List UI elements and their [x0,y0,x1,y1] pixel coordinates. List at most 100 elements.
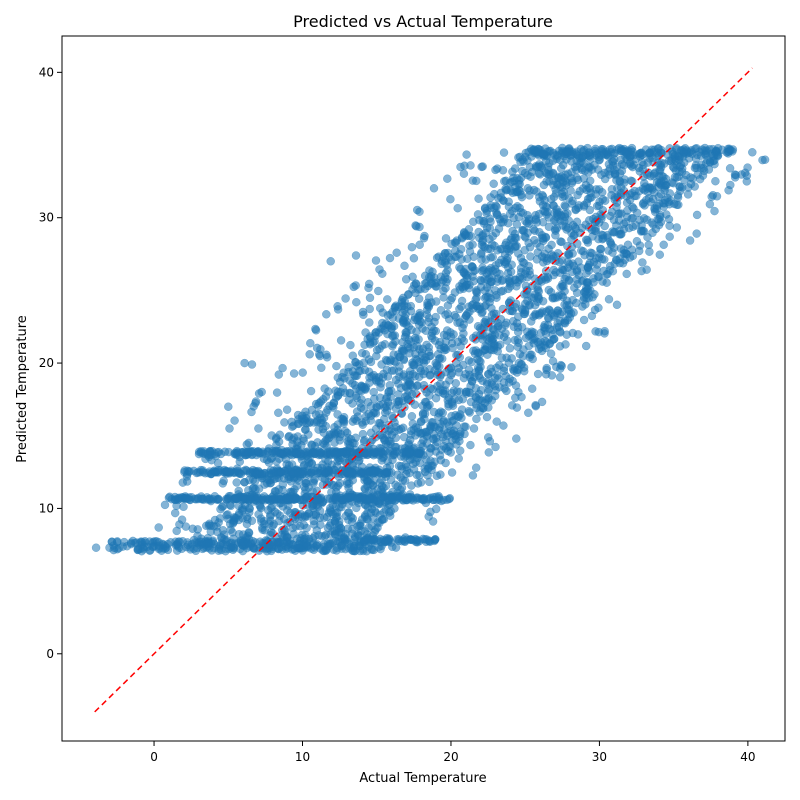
data-point [404,447,414,457]
scatter-points [91,143,770,556]
data-point [356,469,365,479]
data-point [692,229,701,238]
x-tick-label: 0 [150,750,158,764]
data-point [452,252,461,262]
data-point [332,449,341,459]
data-point [543,207,552,217]
data-point [280,418,289,427]
data-point [579,315,589,325]
data-point [645,183,655,192]
data-point [443,248,453,258]
data-point [730,173,740,182]
data-point [330,438,339,447]
data-point [566,186,575,195]
data-point [294,540,303,549]
data-point [593,272,603,281]
data-point [594,234,603,244]
data-point [492,202,501,211]
data-point [483,292,493,302]
data-point [311,324,320,334]
data-point [659,240,668,250]
data-point [225,468,235,477]
data-point [307,440,316,449]
data-point [353,494,362,503]
data-point [236,538,246,548]
data-point [512,434,521,443]
data-point [679,148,688,157]
data-point [434,252,443,261]
data-point [326,530,335,539]
data-point [341,511,351,521]
data-point [321,408,331,417]
data-point [376,383,385,392]
data-point [514,358,524,368]
data-point [330,517,340,526]
data-point [577,246,586,255]
x-axis-label: Actual Temperature [359,771,486,786]
data-point [622,269,631,279]
data-point [525,243,535,252]
data-point [485,223,495,233]
data-point [483,377,492,387]
data-point [383,295,392,304]
data-point [527,384,537,393]
x-axis-ticks: 0 10 20 30 40 [150,741,756,764]
data-point [705,199,715,209]
data-point [611,169,620,179]
data-point [299,520,309,530]
y-tick-label: 0 [46,647,54,661]
data-point [495,331,504,340]
data-point [380,435,389,444]
data-point [407,242,417,252]
data-point [154,523,163,532]
data-point [322,310,331,319]
data-point [274,538,284,547]
data-point [568,220,578,230]
data-point [394,425,404,435]
data-point [600,326,609,336]
data-point [441,234,451,243]
data-point [484,267,493,277]
data-point [365,293,375,303]
data-point [584,151,593,161]
data-point [643,232,652,242]
data-point [436,379,445,389]
data-point [483,387,493,397]
data-point [432,282,441,291]
data-point [519,226,529,235]
data-point [457,296,467,306]
data-point [538,217,548,227]
data-point [244,528,254,538]
data-point [247,407,256,417]
data-point [420,409,430,419]
data-point [251,485,260,494]
data-point [394,367,404,376]
data-point [546,349,556,358]
data-point [304,508,314,518]
data-point [226,543,236,552]
data-point [534,344,544,354]
data-point [306,338,315,348]
data-point [263,447,273,457]
data-point [194,449,204,459]
data-point [298,467,308,476]
data-point [379,535,388,545]
data-point [665,232,674,241]
data-point [352,297,361,307]
data-point [629,151,638,160]
data-point [429,184,439,193]
data-point [571,149,580,158]
data-point [358,544,368,554]
data-point [464,365,474,374]
data-point [415,207,424,216]
data-point [443,428,452,438]
data-point [443,301,453,310]
data-point [562,146,572,155]
data-point [490,391,500,401]
data-point [346,340,355,350]
data-point [710,206,719,216]
data-point [289,369,299,378]
data-point [358,307,368,317]
data-point [245,503,254,513]
